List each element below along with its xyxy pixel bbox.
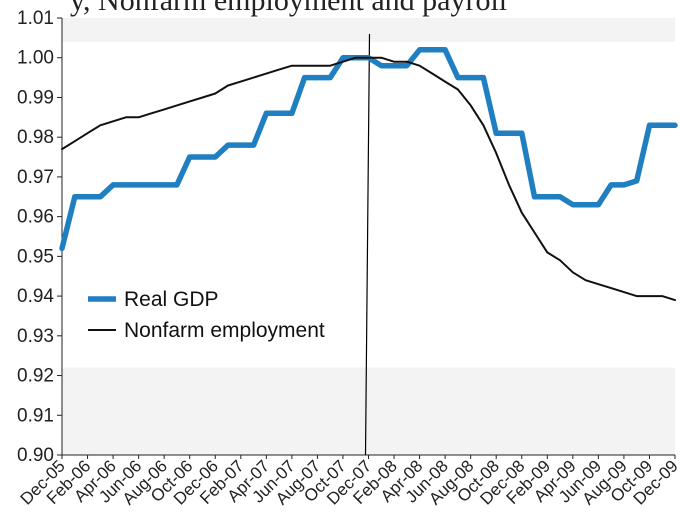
y-tick-label: 0.94 bbox=[17, 286, 54, 307]
y-tick-label: 0.91 bbox=[17, 405, 54, 426]
y-tick-label: 0.99 bbox=[17, 87, 54, 108]
y-tick-label: 0.96 bbox=[17, 207, 54, 228]
legend-label-nonfarm-employment: Nonfarm employment bbox=[124, 319, 325, 342]
y-tick-label: 0.95 bbox=[17, 246, 54, 267]
y-tick-label: 0.98 bbox=[17, 127, 54, 148]
clipped-title-text: y, Nonfarm employment and payroll bbox=[70, 0, 508, 17]
legend-label-real-gdp: Real GDP bbox=[124, 288, 219, 311]
background-band bbox=[62, 367, 675, 455]
background-bands bbox=[62, 18, 675, 455]
y-tick-label: 1.01 bbox=[17, 8, 54, 29]
y-tick-label: 0.92 bbox=[17, 366, 54, 387]
reference-line bbox=[364, 33, 371, 456]
background-band bbox=[62, 18, 675, 42]
clipped-title: y, Nonfarm employment and payroll bbox=[0, 0, 680, 22]
series-lines bbox=[59, 47, 678, 302]
y-tick-label: 0.97 bbox=[17, 167, 54, 188]
series-line-nonfarm-employment bbox=[61, 56, 676, 302]
y-axis-ticks: 0.90 0.91 0.92 0.93 0.94 0.95 0.96 0.97 0.98 0.99… bbox=[17, 8, 62, 466]
y-tick-label: 0.90 bbox=[17, 445, 54, 466]
y-tick-label: 0.93 bbox=[17, 326, 54, 347]
y-tick-label: 1.00 bbox=[17, 48, 54, 69]
x-axis-ticks: Dec-05Feb-06Apr-06Jun-06Aug-06Oct-06Dec-… bbox=[17, 455, 680, 509]
legend: Real GDP Nonfarm employment bbox=[88, 288, 325, 342]
